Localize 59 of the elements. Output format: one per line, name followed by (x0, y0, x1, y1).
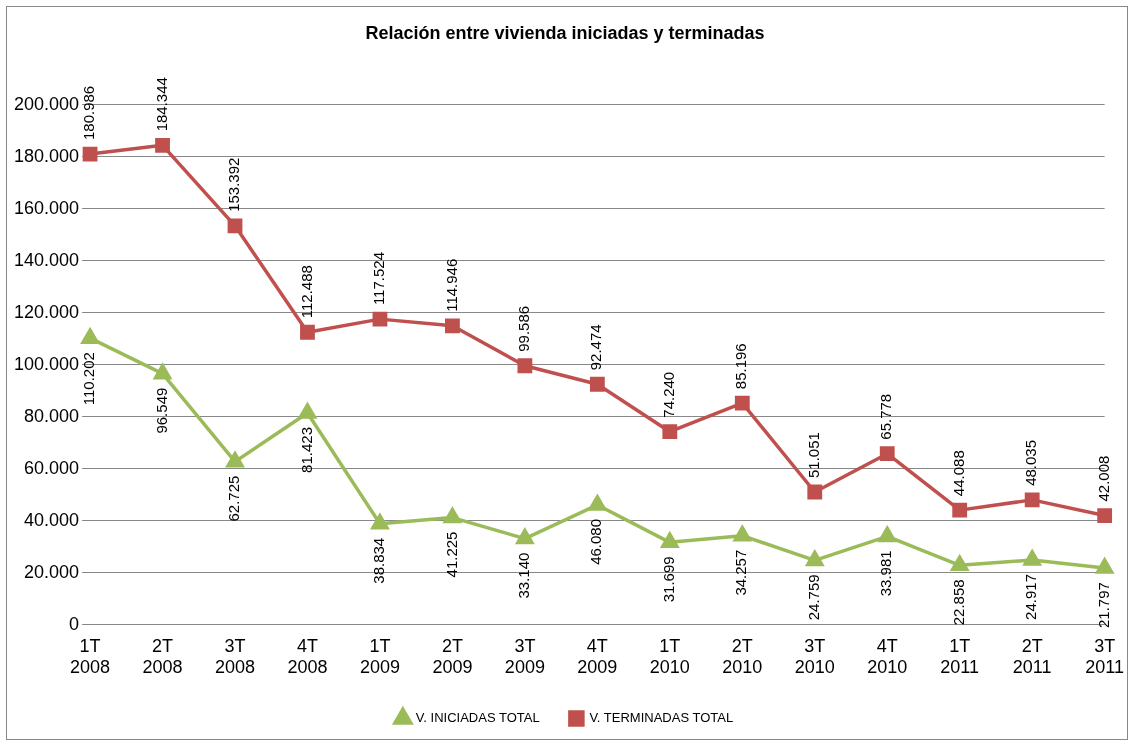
y-tick-label: 60.000 (24, 457, 80, 478)
y-tick-label: 200.000 (13, 93, 80, 114)
y-tick-label: 20.000 (24, 561, 80, 582)
data-label: 24.917 (1022, 573, 1040, 620)
data-label: 85.196 (732, 343, 750, 390)
data-label: 34.257 (732, 549, 750, 596)
data-label: 65.778 (877, 393, 895, 440)
x-tick-label: 4T 2009 (577, 635, 618, 678)
x-tick-label: 1T 2010 (649, 635, 690, 678)
data-label: 62.725 (225, 475, 243, 522)
data-label: 117.524 (370, 252, 388, 306)
data-label: 21.797 (1094, 582, 1112, 628)
data-label: 180.986 (80, 85, 98, 141)
data-label: 42.008 (1094, 455, 1112, 502)
x-tick-label: 1T 2009 (359, 635, 400, 678)
data-label: 22.858 (949, 579, 967, 626)
data-label: 33.140 (515, 552, 533, 599)
y-tick-label: 160.000 (13, 197, 80, 218)
x-tick-label: 2T 2009 (432, 635, 473, 678)
y-tick-label: 100.000 (13, 353, 80, 374)
data-label: 96.549 (152, 387, 170, 434)
data-label: 24.759 (804, 574, 822, 621)
data-label: 92.474 (587, 324, 605, 371)
data-label: 184.344 (152, 77, 170, 132)
legend-label: V. TERMINADAS TOTAL (589, 710, 734, 726)
x-tick-label: 1T 2011 (940, 635, 980, 678)
data-label: 33.981 (877, 550, 895, 597)
y-tick-label: 40.000 (24, 509, 80, 530)
y-tick-label: 0 (69, 613, 80, 634)
data-label: 41.225 (442, 531, 460, 578)
x-tick-label: 3T 2009 (504, 635, 545, 678)
data-label: 99.586 (515, 305, 533, 352)
data-label: 38.834 (370, 537, 388, 584)
data-label: 44.088 (949, 450, 967, 497)
x-tick-label: 1T 2008 (70, 635, 111, 678)
data-label: 46.080 (587, 518, 605, 565)
y-tick-label: 80.000 (24, 405, 80, 426)
x-tick-label: 2T 2008 (142, 635, 183, 678)
data-label: 31.699 (659, 556, 677, 603)
x-tick-label: 3T 2010 (794, 635, 835, 678)
x-tick-label: 4T 2010 (867, 635, 908, 678)
data-label: 112.488 (297, 265, 315, 319)
data-label: 110.202 (80, 352, 98, 406)
chart-title: Relación entre vivienda iniciadas y terminadas (365, 22, 765, 43)
data-label: 153.392 (225, 157, 243, 212)
x-tick-label: 4T 2008 (287, 635, 328, 678)
y-tick-label: 120.000 (13, 301, 80, 322)
legend-label: V. INICIADAS TOTAL (415, 710, 540, 726)
data-label: 74.240 (659, 371, 677, 418)
x-tick-label: 3T 2008 (214, 635, 256, 678)
y-tick-label: 140.000 (13, 249, 80, 270)
y-tick-label: 180.000 (13, 145, 80, 166)
data-label: 114.946 (442, 258, 460, 312)
data-label: 48.035 (1022, 439, 1040, 486)
data-label: 81.423 (297, 427, 315, 473)
x-tick-label: 2T 2011 (1012, 635, 1052, 678)
data-label: 51.051 (804, 432, 822, 479)
x-tick-label: 2T 2010 (722, 635, 763, 678)
x-tick-label: 3T 2011 (1085, 635, 1125, 678)
